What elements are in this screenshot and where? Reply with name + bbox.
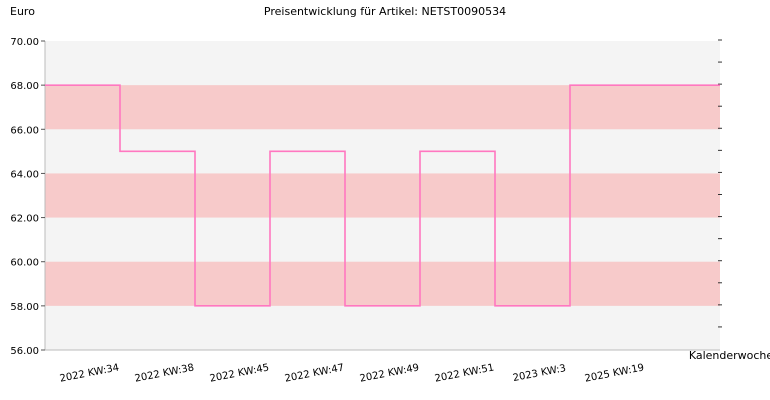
y-band	[45, 261, 720, 306]
chart-title: Preisentwicklung für Artikel: NETST00905…	[264, 5, 506, 18]
x-tick-label: 2022 KW:51	[434, 362, 495, 384]
x-tick-label: 2022 KW:45	[209, 362, 270, 384]
y-tick-label: 68.00	[10, 81, 39, 92]
y-tick-label: 60.00	[10, 258, 39, 269]
y-axis-label: Euro	[10, 5, 35, 18]
x-tick-label: 2025 KW:19	[584, 362, 645, 384]
x-tick-label: 2022 KW:38	[134, 362, 195, 384]
y-band	[45, 173, 720, 218]
y-tick-label: 56.00	[10, 346, 39, 357]
y-tick-label: 70.00	[10, 37, 39, 48]
y-tick-label: 62.00	[10, 214, 39, 225]
x-axis-label: Kalenderwoche	[689, 349, 770, 362]
plot-area: 56.00 58.00 60.00 62.00 64.00 66.00 68.00 70.00…	[10, 37, 722, 385]
x-tick-label: 2022 KW:49	[359, 362, 420, 384]
y-band	[45, 85, 720, 130]
y-tick-label: 58.00	[10, 302, 39, 313]
price-step-line	[45, 84, 720, 307]
y-tick-label: 64.00	[10, 169, 39, 180]
x-tick-label: 2023 KW:3	[512, 363, 567, 384]
x-tick-label: 2022 KW:47	[284, 362, 345, 384]
y-tick-label: 66.00	[10, 125, 39, 136]
x-tick-label: 2022 KW:34	[59, 362, 120, 384]
